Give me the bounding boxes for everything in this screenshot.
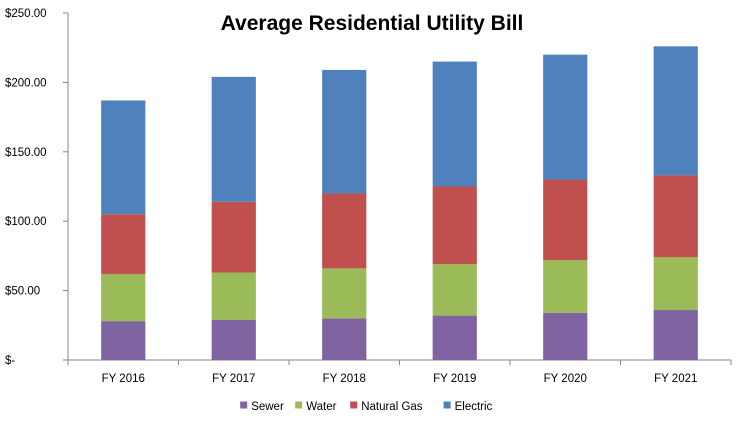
bar-segment-water [432, 264, 477, 316]
bar-segment-sewer [101, 321, 146, 360]
bar-segment-sewer [211, 319, 256, 360]
bar-segment-natural-gas [653, 175, 698, 258]
y-tick-label: $250.00 [5, 8, 47, 20]
bar-segment-natural-gas [543, 179, 588, 261]
bar-segment-natural-gas [322, 193, 367, 269]
y-tick-label: $- [5, 355, 15, 367]
legend-label: Sewer [251, 401, 284, 413]
bar-segment-electric [211, 76, 256, 202]
legend-swatch [350, 401, 358, 409]
bar-segment-water [211, 272, 256, 320]
legend-swatch [240, 401, 248, 409]
y-tick-label: $50.00 [5, 286, 40, 298]
x-tick-label: FY 2019 [433, 373, 476, 385]
plot-area: $- $50.00 $100.00 $150.00 $200.00 $250.00 FY 2… [5, 8, 732, 385]
bar-segment-natural-gas [211, 201, 256, 273]
bar-segment-electric [322, 69, 367, 194]
legend-swatch [295, 401, 303, 409]
legend-swatch [443, 401, 451, 409]
y-tick-label: $150.00 [5, 147, 47, 159]
bar-segment-electric [653, 46, 698, 176]
bar-segment-sewer [653, 310, 698, 360]
bar-segment-water [653, 257, 698, 311]
y-tick-label: $200.00 [5, 77, 47, 89]
bar-segment-sewer [543, 312, 588, 360]
x-tick-label: FY 2020 [544, 373, 587, 385]
bar-segment-sewer [322, 318, 367, 360]
legend-label: Natural Gas [361, 401, 423, 413]
bar-segment-water [101, 273, 146, 322]
bar-segment-electric [101, 100, 146, 215]
bar-segment-water [322, 268, 367, 319]
x-tick-label: FY 2018 [323, 373, 366, 385]
bar-segment-natural-gas [432, 186, 477, 265]
legend-label: Water [306, 401, 336, 413]
bar-segment-electric [543, 54, 588, 180]
legend-label: Electric [455, 401, 493, 413]
y-tick-label: $100.00 [5, 216, 47, 228]
x-tick-label: FY 2021 [654, 373, 697, 385]
chart-title: Average Residential Utility Bill [221, 12, 524, 35]
bar-segment-water [543, 260, 588, 313]
bar-segment-natural-gas [101, 214, 146, 274]
bar-segment-sewer [432, 315, 477, 360]
x-tick-label: FY 2016 [102, 373, 145, 385]
legend: Sewer Water Natural Gas Electric [240, 401, 493, 413]
x-tick-label: FY 2017 [212, 373, 255, 385]
bar-segment-electric [432, 61, 477, 187]
